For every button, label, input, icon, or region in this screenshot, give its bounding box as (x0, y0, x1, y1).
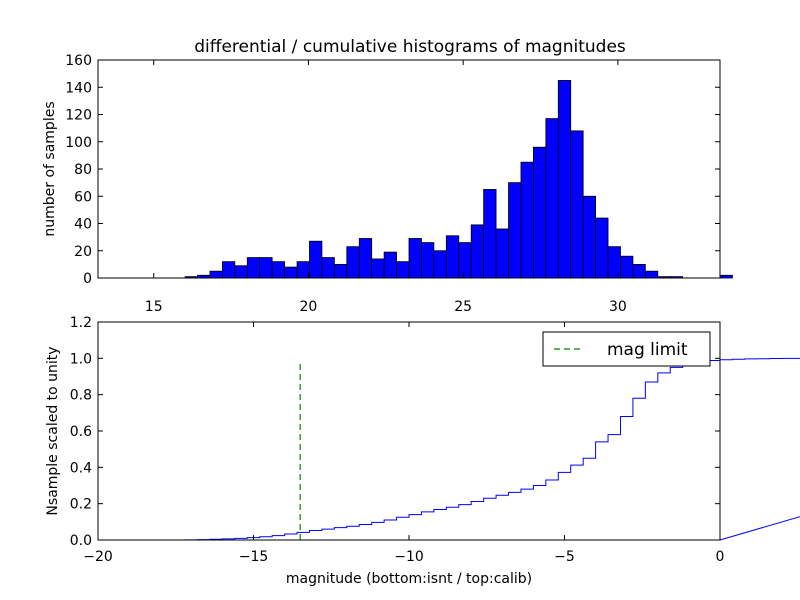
histogram-bar (234, 265, 248, 279)
x-tick-label: −20 (83, 549, 113, 565)
y-tick-label: 0.2 (70, 497, 92, 513)
x-tick-label: −5 (554, 549, 575, 565)
legend: mag limit (542, 331, 711, 367)
histogram-bar (483, 189, 497, 279)
y-tick-label: 60 (74, 189, 92, 205)
histogram-bar (445, 235, 460, 279)
histogram-bar (221, 261, 236, 279)
y-tick-label: 0.0 (70, 533, 92, 549)
x-tick-label: 25 (454, 299, 472, 315)
histogram-bar (495, 228, 509, 279)
bottom-cumulative-xlabel: magnitude (bottom:isnt / top:calib) (286, 571, 532, 587)
cumulative-step-line (98, 357, 800, 541)
legend-box (542, 331, 711, 367)
bottom-cumulative-ticks: 0.0 0.2 0.4 0.6 0.8 1.0 1.2 −20 −15 −10 −5 0 (70, 315, 725, 565)
y-tick-label: 160 (65, 53, 92, 69)
y-tick-label: 140 (65, 80, 92, 96)
histogram-bar (557, 80, 572, 279)
y-tick-label: 0 (83, 271, 92, 287)
x-tick-label: 15 (145, 299, 163, 315)
histogram-bar (644, 270, 659, 279)
histogram-bar (545, 118, 559, 279)
histogram-bar (570, 130, 584, 279)
x-tick-label: −15 (239, 549, 269, 565)
y-tick-label: 0.6 (70, 424, 92, 440)
histogram-bar (632, 263, 646, 279)
top-histogram-ticks: 0 20 40 60 80 100 120 140 160 15 20 25 30 (65, 53, 720, 315)
x-tick-label: 0 (716, 549, 725, 565)
histogram-bar (520, 161, 534, 279)
y-tick-label: 0.4 (70, 460, 92, 476)
histogram-bar (371, 258, 385, 279)
histogram-bar (209, 270, 223, 279)
y-tick-label: 40 (74, 217, 92, 233)
top-histogram-bars (184, 80, 733, 279)
histogram-bar (582, 195, 596, 279)
top-histogram-frame (97, 59, 721, 279)
y-tick-label: 80 (74, 162, 92, 178)
x-tick-label: 20 (300, 299, 318, 315)
histogram-bar (595, 217, 609, 279)
histogram-bar (346, 246, 360, 279)
histogram-bar (383, 251, 397, 279)
histogram-bar (433, 250, 447, 279)
y-tick-label: 1.0 (70, 351, 92, 367)
y-tick-label: 100 (65, 135, 92, 151)
top-histogram-axes: 0 20 40 60 80 100 120 140 160 15 20 25 30 number of … (42, 53, 733, 315)
histogram-bar (296, 261, 310, 279)
bottom-cumulative-frame (97, 321, 721, 541)
legend-mag-limit-label: mag limit (607, 340, 688, 360)
y-tick-label: 120 (65, 108, 92, 124)
histogram-bar (458, 242, 472, 279)
histogram-bar (246, 257, 261, 279)
histogram-bar (259, 257, 273, 279)
histogram-bar (284, 266, 298, 279)
x-tick-label: 30 (609, 299, 627, 315)
y-tick-label: 0.8 (70, 388, 92, 404)
histogram-bar (271, 261, 286, 279)
histogram-bar (321, 257, 335, 279)
histogram-bar (309, 240, 323, 279)
y-tick-label: 1.2 (70, 315, 92, 331)
histogram-bar (533, 146, 547, 279)
histogram-bar (408, 238, 422, 279)
histogram-bar (333, 263, 348, 279)
bottom-cumulative-axes: 0.0 0.2 0.4 0.6 0.8 1.0 1.2 −20 −15 −10 −5 0 magnit… (45, 315, 800, 587)
histogram-bar (396, 261, 410, 279)
histogram-bar (508, 182, 522, 279)
top-histogram-ylabel: number of samples (42, 101, 58, 236)
x-tick-label: −10 (394, 549, 424, 565)
bottom-cumulative-ylabel: Nsample scaled to unity (45, 346, 61, 515)
y-tick-label: 20 (74, 244, 92, 260)
histogram-bar (470, 224, 485, 279)
figure-title: differential / cumulative histograms of … (194, 37, 626, 57)
histogram-bar (719, 274, 733, 279)
histogram-bar (421, 242, 435, 279)
histogram-bar (607, 246, 621, 279)
histogram-bar (358, 238, 373, 279)
histogram-bar (620, 255, 634, 279)
